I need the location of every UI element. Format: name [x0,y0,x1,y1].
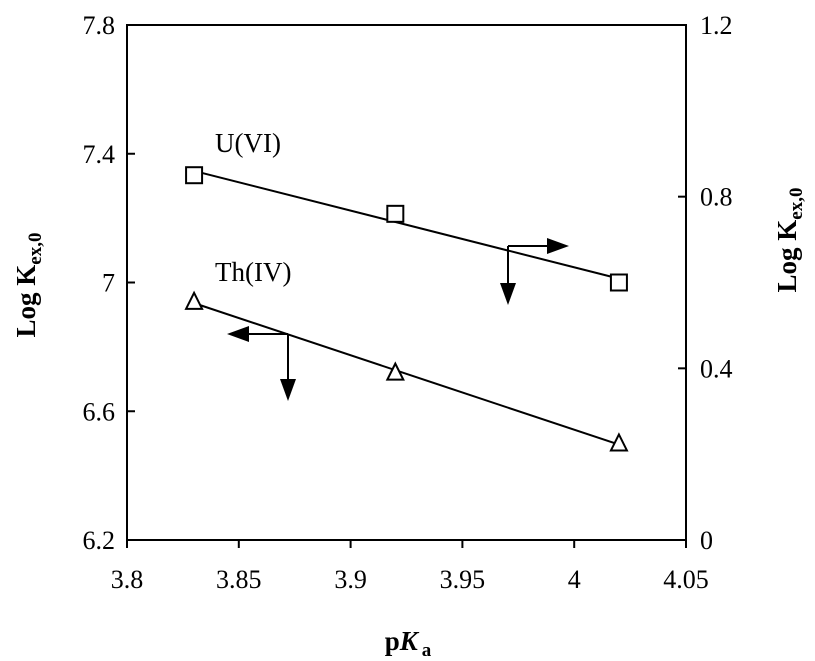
left-axis-title: Log Kex,0 [11,233,46,338]
trendline-series-1 [193,302,620,446]
x-tick-label: 3.95 [440,565,486,594]
left-y-tick-label: 7.8 [83,11,116,40]
left-axis-title-sub: ex,0 [25,233,46,265]
x-tick-label: 3.8 [111,565,144,594]
left-axis-title-main: Log K [11,265,41,338]
data-point-square [609,273,628,292]
right-axis-indicator-vertical-head [500,283,516,305]
data-point-triangle [184,290,204,310]
data-point-square [185,166,204,185]
x-tick-label: 3.85 [216,565,262,594]
left-y-tick-label: 6.2 [83,526,116,555]
right-y-tick-label: 0 [700,526,713,555]
right-axis-title-main: Log K [772,220,802,293]
data-point-triangle [385,361,405,381]
right-axis-indicator-horizontal-head [547,238,569,254]
trendline-series-0 [193,169,620,280]
left-y-tick-label: 7 [102,269,115,298]
x-tick-label: 3.9 [334,565,367,594]
x-axis-title-main: K [399,626,420,656]
left-axis-indicator-vertical-head [280,379,296,401]
right-y-tick-label: 0.8 [700,183,733,212]
right-axis-title-sub: ex,0 [786,188,807,220]
plot-area-frame [126,24,687,541]
x-axis-title-prefix: p [385,626,400,656]
x-axis-title: pK a [385,626,432,661]
left-y-tick-label: 7.4 [83,140,116,169]
x-tick-label: 4 [568,565,581,594]
left-y-tick-label: 6.6 [83,397,116,426]
data-point-triangle [609,432,629,452]
data-point-square [386,204,405,223]
x-tick-label: 4.05 [663,565,709,594]
left-axis-indicator-horizontal-head [227,326,249,342]
x-axis-title-sub: a [422,640,432,661]
series-label-u: U(VI) [215,128,281,158]
right-axis-title: Log Kex,0 [772,188,807,293]
right-y-tick-label: 0.4 [700,354,733,383]
right-y-tick-label: 1.2 [700,11,733,40]
series-label-th: Th(IV) [215,257,291,287]
